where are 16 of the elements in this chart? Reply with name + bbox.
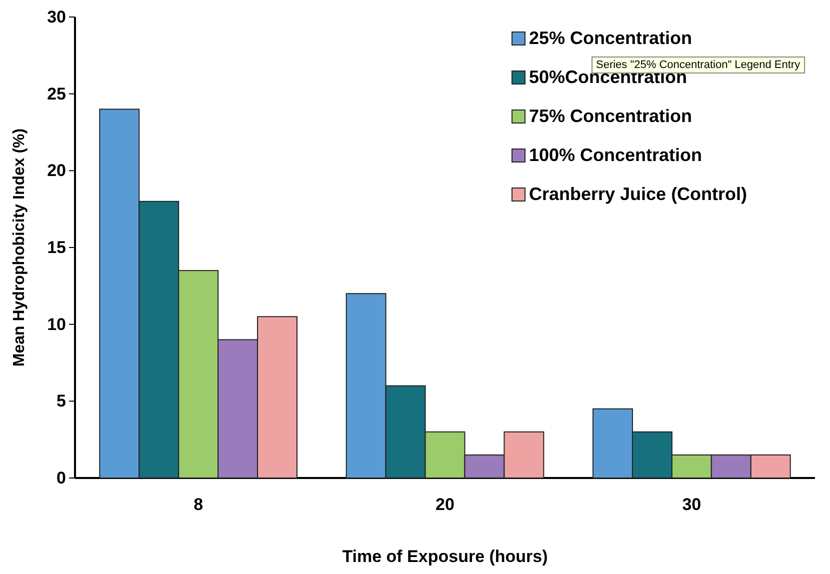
y-tick-label: 25 — [47, 84, 66, 104]
x-tick-label: 8 — [194, 495, 204, 514]
y-tick-label: 15 — [47, 238, 66, 257]
x-tick-label: 20 — [436, 495, 454, 514]
y-tick-label: 20 — [47, 161, 66, 180]
x-axis-title: Time of Exposure (hours) — [342, 547, 548, 566]
y-tick-label: 30 — [47, 7, 66, 26]
y-tick-label: 10 — [47, 314, 66, 334]
legend-label: 75% Concentration — [529, 106, 692, 126]
legend-label: 100% Concentration — [529, 145, 702, 165]
x-tick-label: 30 — [682, 495, 702, 514]
legend-label: Cranberry Juice (Control) — [529, 184, 748, 204]
y-tick-label: 5 — [56, 392, 66, 411]
y-axis-title: Mean Hydrophobicity Index (%) — [11, 128, 28, 367]
y-tick-label: 0 — [56, 468, 66, 488]
legend-label: 25% Concentration — [529, 28, 692, 48]
